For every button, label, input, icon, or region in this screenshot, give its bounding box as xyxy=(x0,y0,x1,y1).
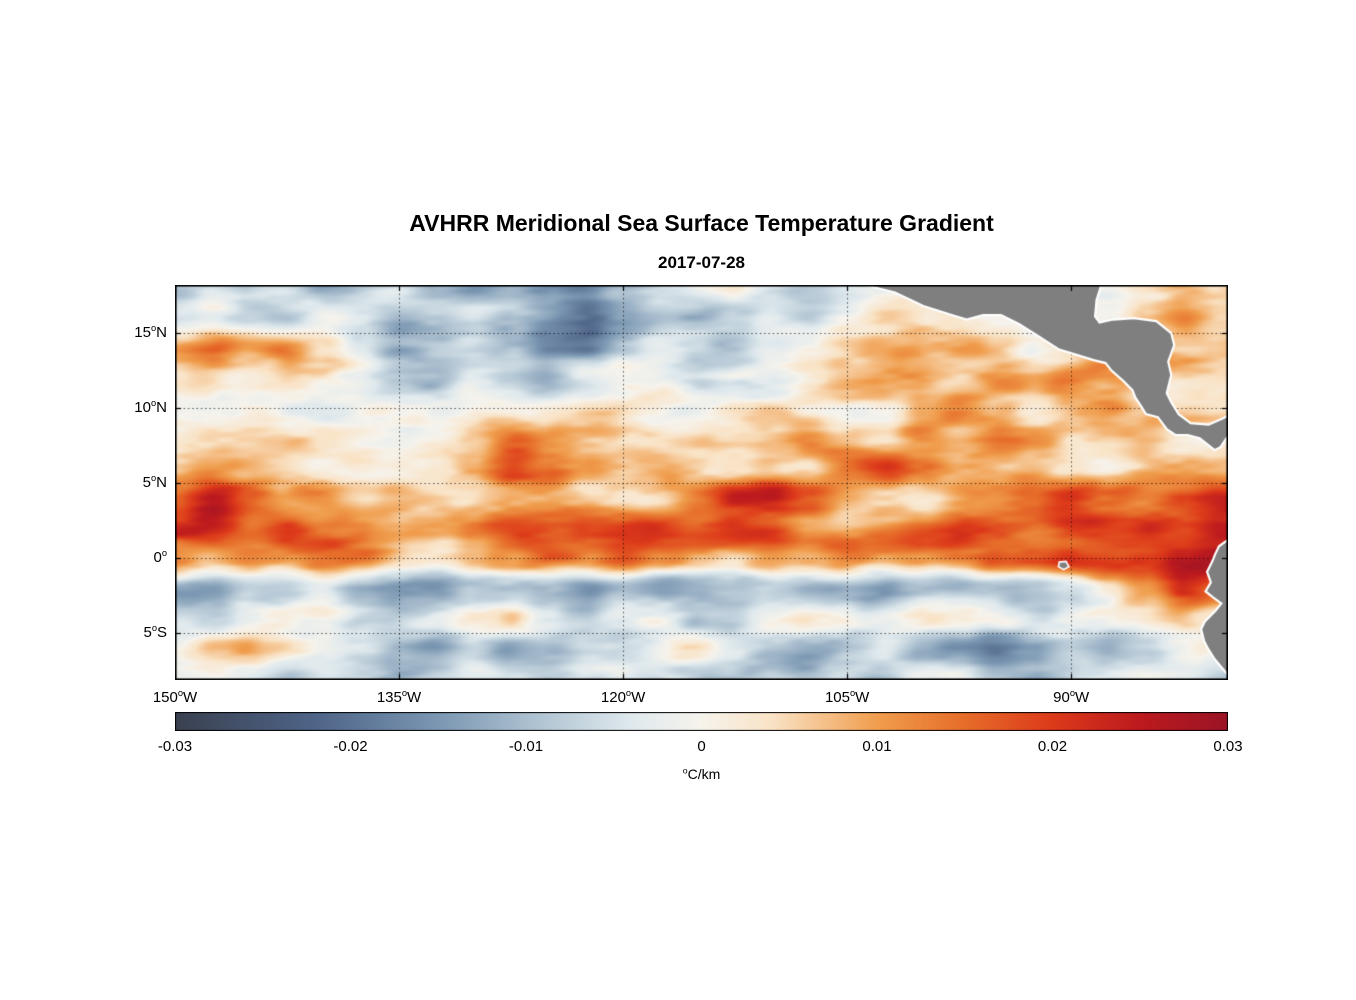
colorbar-tick-label: -0.03 xyxy=(157,738,193,755)
x-tick-label: 120oW xyxy=(600,688,646,706)
colorbar-tick-label: 0 xyxy=(697,738,706,755)
plot-subtitle: 2017-07-28 xyxy=(658,253,745,272)
x-tick-label: 90oW xyxy=(1053,688,1090,706)
colorbar-tick-label: 0.03 xyxy=(1213,738,1243,755)
colorbar-tick-label: -0.02 xyxy=(333,738,368,755)
colorbar-tick-label: 0.01 xyxy=(862,738,892,755)
y-tick-label: 0o xyxy=(153,548,167,567)
x-tick-label: 150oW xyxy=(152,688,198,706)
y-tick-label: 5oS xyxy=(143,623,167,642)
colorbar-canvas xyxy=(175,712,1228,731)
x-tick-label: 135oW xyxy=(376,688,422,706)
y-tick-label: 5oN xyxy=(142,473,167,492)
sst-gradient-map-canvas xyxy=(175,285,1228,680)
colorbar-unit-label: oC/km xyxy=(682,765,721,782)
y-tick-label: 10oN xyxy=(134,398,167,417)
colorbar-tick-label: 0.02 xyxy=(1037,738,1068,755)
y-tick-label: 15oN xyxy=(134,323,167,342)
plot-title: AVHRR Meridional Sea Surface Temperature… xyxy=(409,210,994,236)
colorbar-tick-label: -0.01 xyxy=(508,738,544,755)
x-tick-label: 105oW xyxy=(824,688,870,706)
